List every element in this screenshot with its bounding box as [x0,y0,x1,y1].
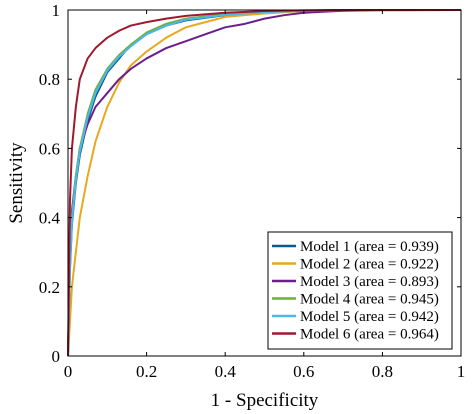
x-tick-label: 0 [64,362,73,381]
series-line-model-6 [67,9,461,357]
legend-label-model-1: Model 1 (area = 0.939) [300,239,439,255]
x-tick-label: 0.6 [293,362,314,381]
legend-label-model-6: Model 6 (area = 0.964) [300,327,439,343]
legend-label-model-2: Model 2 (area = 0.922) [300,257,439,273]
x-tick-label: 0.4 [215,362,237,381]
legend: Model 1 (area = 0.939) Model 2 (area = 0.… [267,231,453,350]
legend-label-model-3: Model 3 (area = 0.893) [300,274,439,290]
legend-box [267,231,453,350]
y-tick-label: 0.2 [39,278,60,297]
x-tick-label: 1 [457,362,466,381]
y-tick-label: 0.4 [39,209,61,228]
y-tick-label: 0.8 [39,70,60,89]
legend-label-model-5: Model 5 (area = 0.942) [300,309,439,325]
y-tick-label: 0 [52,347,61,366]
plot-frame [67,9,462,357]
plot-lines [67,9,462,357]
y-axis: 0 0.2 0.4 0.6 0.8 1 [39,1,461,366]
x-tick-label: 0.8 [372,362,393,381]
legend-label-model-4: Model 4 (area = 0.945) [300,292,439,308]
y-tick-label: 1 [52,1,61,20]
x-axis-title: 1 - Specificity [211,390,319,411]
x-axis: 0 0.2 0.4 0.6 0.8 1 [64,10,466,381]
series-line-model-2 [67,9,462,357]
y-tick-label: 0.6 [39,139,60,158]
y-axis-title: Sensitivity [6,142,27,224]
x-tick-label: 0.2 [136,362,157,381]
